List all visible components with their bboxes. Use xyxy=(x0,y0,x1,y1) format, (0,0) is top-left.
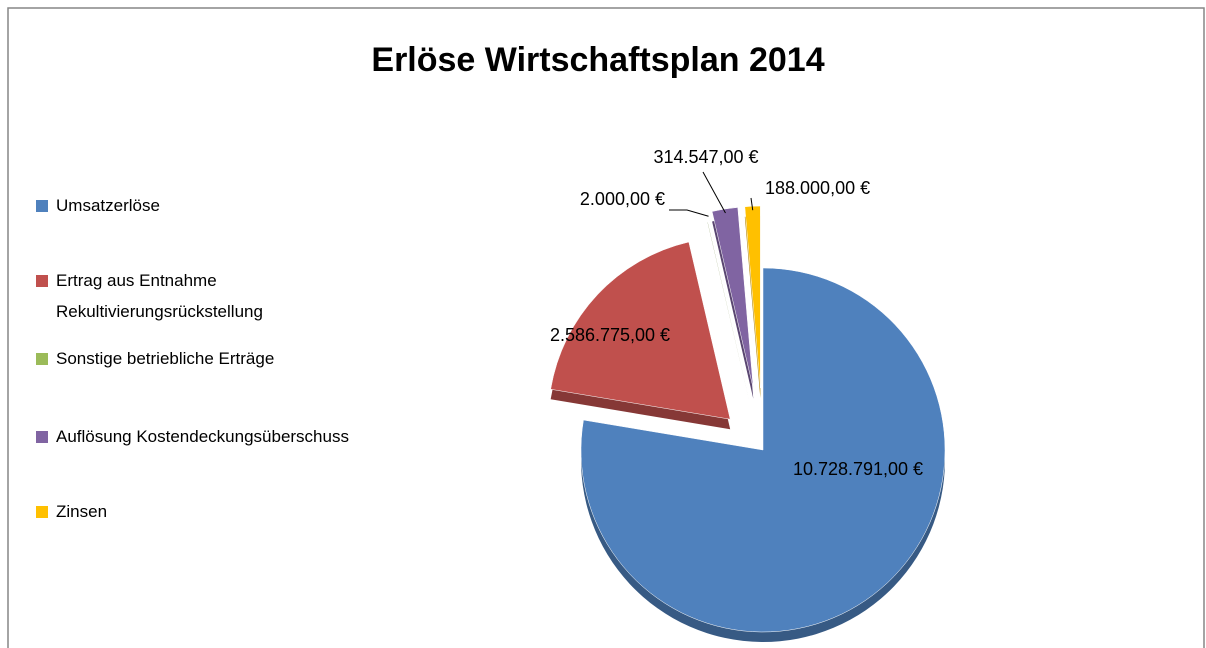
legend-label: Ertrag aus Entnahme Rekultivierungsrücks… xyxy=(56,271,263,321)
data-label: 10.728.791,00 € xyxy=(793,459,923,479)
legend-swatch xyxy=(36,200,48,212)
legend-entry: Umsatzerlöse xyxy=(36,190,356,221)
slice xyxy=(707,212,750,390)
chart-title: Erlöse Wirtschaftsplan 2014 xyxy=(371,41,824,79)
leader-line xyxy=(702,171,726,214)
leader-line xyxy=(750,197,754,211)
leader-line xyxy=(669,209,709,217)
legend-swatch xyxy=(36,275,48,287)
data-label: 188.000,00 € xyxy=(765,178,870,198)
slice-side xyxy=(712,217,754,399)
legend-label: Sonstige betriebliche Erträge xyxy=(56,349,275,368)
legend-label: Auflösung Kostendeckungsüberschuss xyxy=(56,427,349,446)
legend-entry: Ertrag aus Entnahme Rekultivierungsrücks… xyxy=(36,265,356,327)
slice-side xyxy=(707,222,749,400)
legend-swatch xyxy=(36,506,48,518)
chart-border xyxy=(7,7,1205,648)
slice xyxy=(550,241,731,420)
legend-entry: Zinsen xyxy=(36,496,356,527)
legend-swatch xyxy=(36,353,48,365)
legend-label: Umsatzerlöse xyxy=(56,196,160,215)
legend-label: Zinsen xyxy=(56,502,108,521)
data-label: 2.586.775,00 € xyxy=(550,325,670,345)
slice xyxy=(711,207,754,389)
data-label: 314.547,00 € xyxy=(653,147,758,167)
slice xyxy=(580,267,946,633)
legend-entry: Auflösung Kostendeckungsüberschuss xyxy=(36,421,356,452)
legend-entry: Sonstige betriebliche Erträge xyxy=(36,343,356,374)
legend-swatch xyxy=(36,431,48,443)
data-label: 2.000,00 € xyxy=(580,189,665,209)
